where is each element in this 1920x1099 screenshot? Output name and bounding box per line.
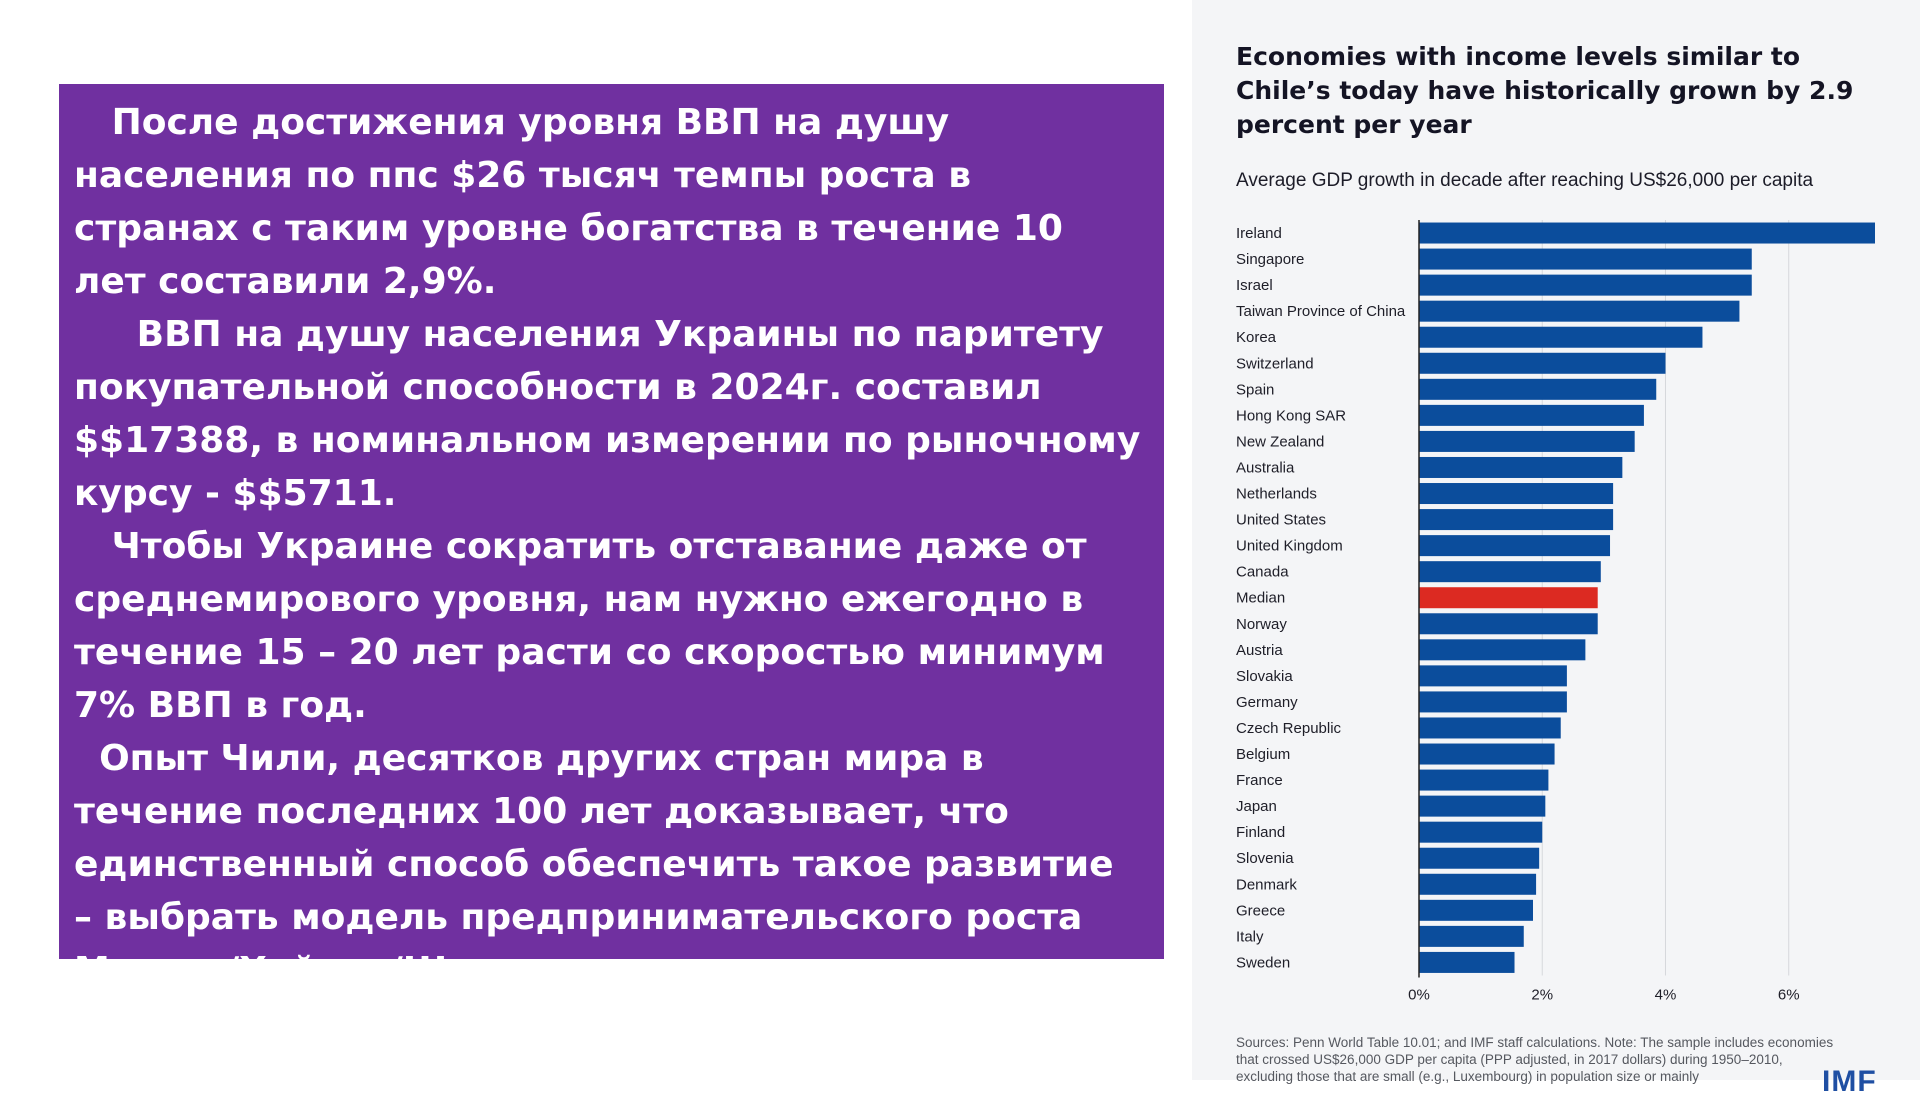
bar: [1419, 847, 1540, 869]
paragraph-chile-experience: Опыт Чили, десятков других стран мира в …: [74, 738, 1127, 991]
category-label: Italy: [1236, 928, 1264, 945]
paragraph-growth-target: Чтобы Украине сократить отставание даже …: [74, 526, 1118, 726]
bar: [1419, 352, 1666, 374]
bar-chart: Ireland Singapore Israel Taiwan Province of…: [1236, 220, 1875, 1003]
category-label: Ireland: [1236, 225, 1282, 242]
chart-subtitle: Average GDP growth in decade after reach…: [1236, 170, 1814, 191]
bar: [1419, 274, 1752, 296]
bar: [1419, 613, 1598, 635]
bar: [1419, 691, 1567, 713]
chart-title: Economies with income levels similar to …: [1236, 42, 1854, 139]
paragraph-gdp-threshold: После достижения уровня ВВП на душу насе…: [74, 102, 1076, 302]
text-panel: После достижения уровня ВВП на душу насе…: [59, 84, 1164, 991]
bar: [1419, 561, 1601, 583]
paragraph-ukraine-gdp: ВВП на душу населения Украины по паритет…: [74, 314, 1153, 514]
category-label: Taiwan Province of China: [1236, 303, 1406, 320]
category-label: Germany: [1236, 694, 1298, 711]
bar: [1419, 899, 1533, 921]
category-label: Slovakia: [1236, 668, 1293, 685]
bar: [1419, 456, 1623, 478]
category-label: Australia: [1236, 459, 1295, 476]
category-label: Belgium: [1236, 746, 1290, 763]
bar: [1419, 639, 1586, 661]
category-label: Canada: [1236, 564, 1289, 581]
bar: [1419, 404, 1644, 426]
category-label: Japan: [1236, 798, 1277, 815]
bar: [1419, 300, 1740, 322]
bar: [1419, 483, 1614, 505]
bar: [1419, 378, 1657, 400]
x-tick-label: 4%: [1655, 986, 1677, 1003]
category-label: New Zealand: [1236, 433, 1324, 450]
bar: [1419, 743, 1555, 765]
bar: [1419, 821, 1543, 843]
category-label: Netherlands: [1236, 486, 1317, 503]
bar-median: [1419, 587, 1598, 609]
source-note: Sources: Penn World Table 10.01; and IMF…: [1236, 1035, 1834, 1084]
category-label: Switzerland: [1236, 355, 1314, 372]
category-label: Austria: [1236, 642, 1283, 659]
bar: [1419, 717, 1561, 739]
x-tick-label: 0%: [1408, 986, 1430, 1003]
bar: [1419, 665, 1567, 687]
category-label: United Kingdom: [1236, 538, 1343, 555]
bar: [1419, 535, 1611, 557]
category-label: Israel: [1236, 277, 1273, 294]
category-label: Korea: [1236, 329, 1277, 346]
imf-logo: IMF: [1822, 1065, 1877, 1098]
bar: [1419, 769, 1549, 791]
category-label: Slovenia: [1236, 850, 1294, 867]
bar: [1419, 248, 1752, 270]
bar: [1419, 326, 1703, 348]
bar: [1419, 925, 1524, 947]
category-label: Sweden: [1236, 954, 1290, 971]
category-label: Median: [1236, 590, 1285, 607]
category-label: Denmark: [1236, 876, 1297, 893]
category-label: Finland: [1236, 824, 1285, 841]
category-label: Czech Republic: [1236, 720, 1342, 737]
category-label: Singapore: [1236, 251, 1304, 268]
category-label: Greece: [1236, 902, 1285, 919]
category-label: France: [1236, 772, 1283, 789]
category-label: Hong Kong SAR: [1236, 407, 1346, 424]
bar: [1419, 509, 1614, 531]
category-label: Spain: [1236, 381, 1274, 398]
x-tick-label: 2%: [1531, 986, 1553, 1003]
bar: [1419, 222, 1875, 244]
bar: [1419, 951, 1515, 973]
chart-panel: Economies with income levels similar to …: [1192, 0, 1920, 1098]
bar: [1419, 430, 1635, 452]
bar: [1419, 795, 1546, 817]
x-tick-label: 6%: [1778, 986, 1800, 1003]
bar: [1419, 873, 1537, 895]
category-label: United States: [1236, 512, 1326, 529]
category-label: Norway: [1236, 616, 1287, 633]
